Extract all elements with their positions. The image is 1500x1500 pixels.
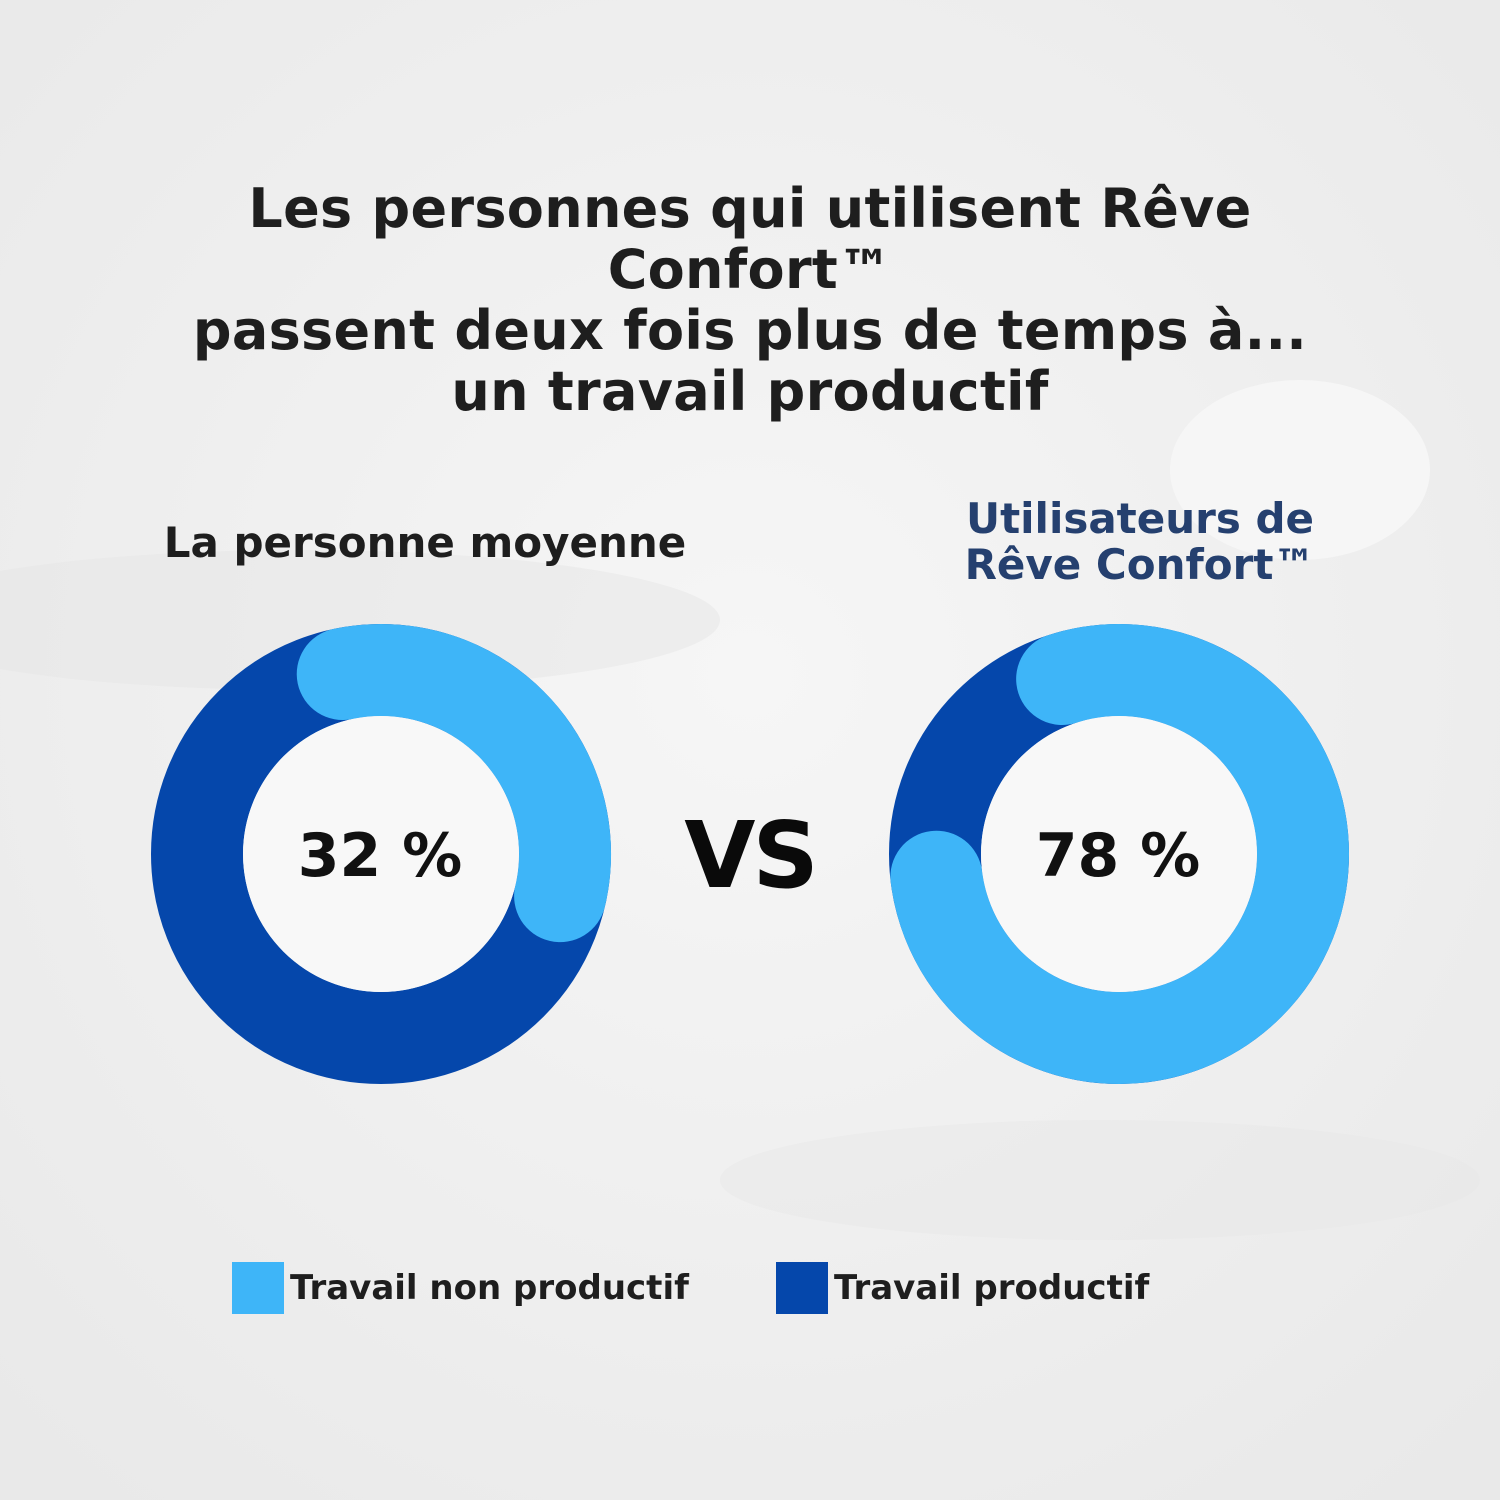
reve-confort-users-chart-title: Utilisateurs de Rêve Confort™ xyxy=(880,496,1400,588)
reve-confort-users-slice-travail-non-productif xyxy=(889,624,1349,1084)
users-chart-title-line-2: Rêve Confort™ xyxy=(964,540,1316,589)
chart-title-line-2: passent deux fois plus de temps à... xyxy=(192,299,1308,362)
average-person-percentage-label: 32 % xyxy=(297,821,463,891)
chart-title: Les personnes qui utilisent Rêve Confort… xyxy=(100,178,1400,422)
average-person-donut-hole xyxy=(243,716,519,992)
legend-item-non-productive: Travail non productif xyxy=(232,1262,689,1314)
legend-label-productive: Travail productif xyxy=(834,1268,1150,1308)
legend-item-productive: Travail productif xyxy=(776,1262,1149,1314)
legend-label-non-productive: Travail non productif xyxy=(290,1268,689,1308)
average-person-donut xyxy=(151,624,611,1084)
users-chart-title-line-1: Utilisateurs de xyxy=(965,494,1315,543)
average-person-chart-title: La personne moyenne xyxy=(163,518,687,567)
legend-swatch-productive xyxy=(776,1262,828,1314)
users-percentage-label: 78 % xyxy=(1035,821,1201,891)
reve-confort-users-donut-hole xyxy=(981,716,1257,992)
chart-title-line-3: un travail productif xyxy=(451,360,1049,423)
average-person-slice-travail-non-productif xyxy=(151,624,611,1084)
reve-confort-users-donut xyxy=(889,624,1349,1084)
chart-title-line-1: Les personnes qui utilisent Rêve Confort… xyxy=(248,177,1252,301)
versus-label: VS xyxy=(684,802,818,909)
legend-swatch-non-productive xyxy=(232,1262,284,1314)
